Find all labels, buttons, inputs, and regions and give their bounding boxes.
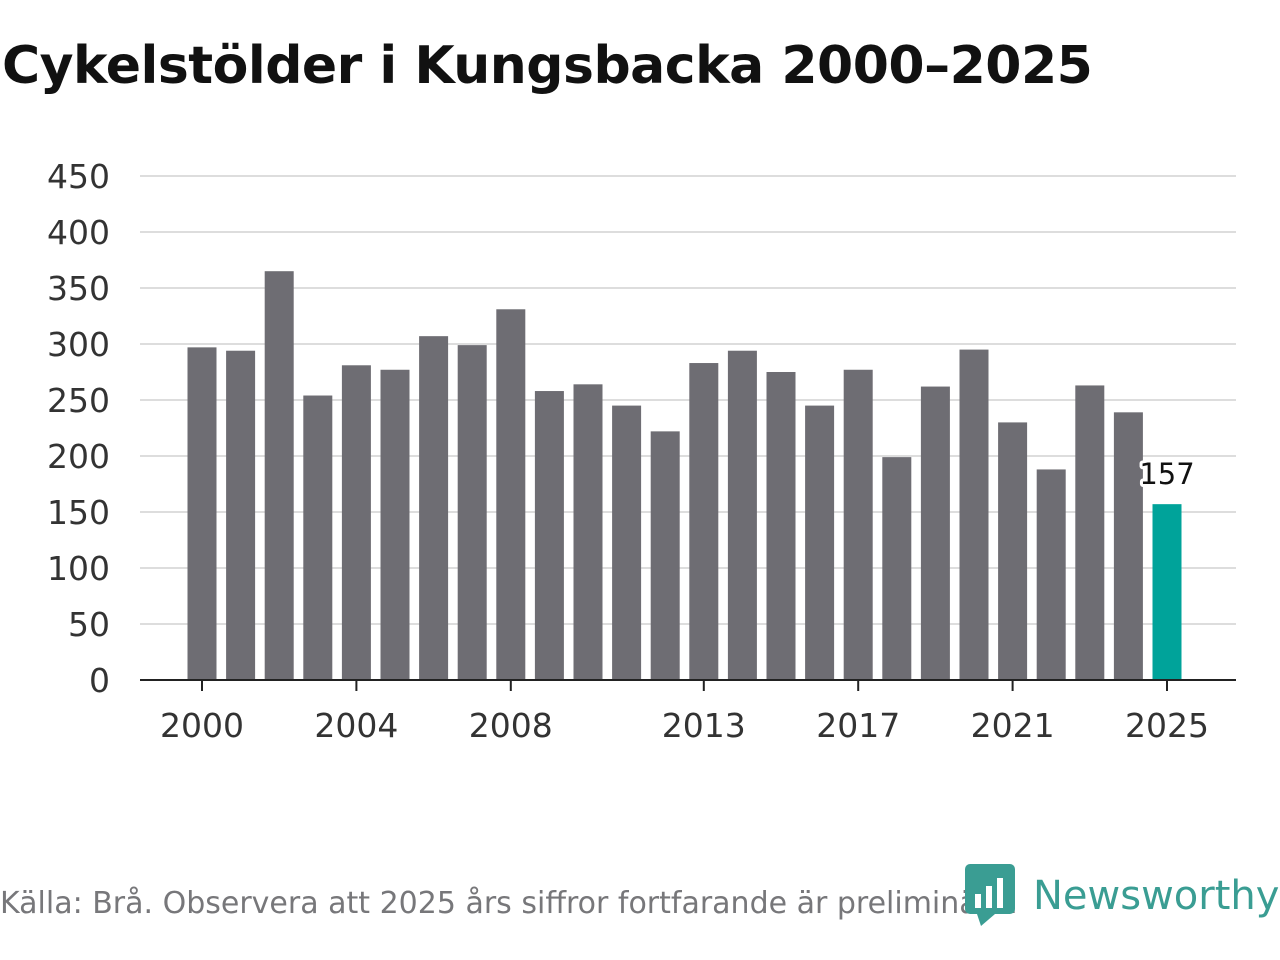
brand-logo: Newsworthy	[965, 864, 1279, 928]
bar-2013	[689, 363, 719, 680]
bar-2011	[612, 405, 642, 680]
y-tick-label-150: 150	[47, 493, 110, 532]
y-tick-label-400: 400	[47, 213, 110, 252]
y-tick-label-300: 300	[47, 325, 110, 364]
y-axis-labels: 0 50 100 150 200 250 300 350 400 450	[47, 157, 110, 700]
y-tick-label-100: 100	[47, 549, 110, 588]
bar-2007	[457, 345, 487, 680]
bar-2015	[766, 372, 796, 680]
bar-2000	[187, 347, 217, 680]
y-tick-label-0: 0	[89, 661, 110, 700]
y-tick-label-450: 450	[47, 157, 110, 196]
chart-title: Cykelstölder i Kungsbacka 2000–2025	[2, 36, 1093, 96]
data-labels: 157	[1136, 454, 1197, 494]
x-tick-label-2017: 2017	[816, 706, 900, 745]
bar-2004	[341, 365, 371, 680]
y-tick-label-250: 250	[47, 381, 110, 420]
y-tick-label-50: 50	[68, 605, 110, 644]
x-tick-label-2000: 2000	[160, 706, 244, 745]
bar-2025	[1152, 504, 1182, 680]
bars	[187, 271, 1182, 680]
x-tick-label-2004: 2004	[314, 706, 398, 745]
newsworthy-logo-icon	[965, 864, 1015, 926]
bar-2012	[650, 431, 680, 680]
bar-2010	[573, 384, 603, 680]
y-tick-label-200: 200	[47, 437, 110, 476]
source-note: Källa: Brå. Observera att 2025 års siffr…	[0, 886, 1018, 921]
data-label-2025: 157	[1139, 457, 1194, 491]
x-tick-label-2021: 2021	[971, 706, 1055, 745]
bar-2018	[882, 457, 912, 680]
bar-2016	[805, 405, 835, 680]
bar-2014	[727, 350, 757, 680]
bar-2022	[1036, 469, 1066, 680]
bar-2008	[496, 309, 526, 680]
brand-name: Newsworthy	[1033, 873, 1280, 919]
bar-2019	[920, 386, 950, 680]
y-tick-label-350: 350	[47, 269, 110, 308]
bar-2009	[534, 391, 564, 680]
x-tick-label-2025: 2025	[1125, 706, 1209, 745]
bar-2017	[843, 369, 873, 680]
bar-2024	[1113, 412, 1143, 680]
x-tick-label-2013: 2013	[662, 706, 746, 745]
x-tick-label-2008: 2008	[469, 706, 553, 745]
bar-2023	[1075, 385, 1105, 680]
bar-2002	[264, 271, 294, 680]
bar-2001	[226, 350, 256, 680]
bar-chart: 0 50 100 150 200 250 300 350 400 450 2000 2004 2008…	[47, 157, 1236, 745]
bar-2006	[419, 336, 449, 680]
bar-2005	[380, 369, 410, 680]
x-axis-ticks: 2000 2004 2008 2013 2017 2021 2025	[160, 680, 1209, 745]
bar-2003	[303, 395, 333, 680]
bar-2020	[959, 349, 989, 680]
bar-2021	[998, 422, 1028, 680]
